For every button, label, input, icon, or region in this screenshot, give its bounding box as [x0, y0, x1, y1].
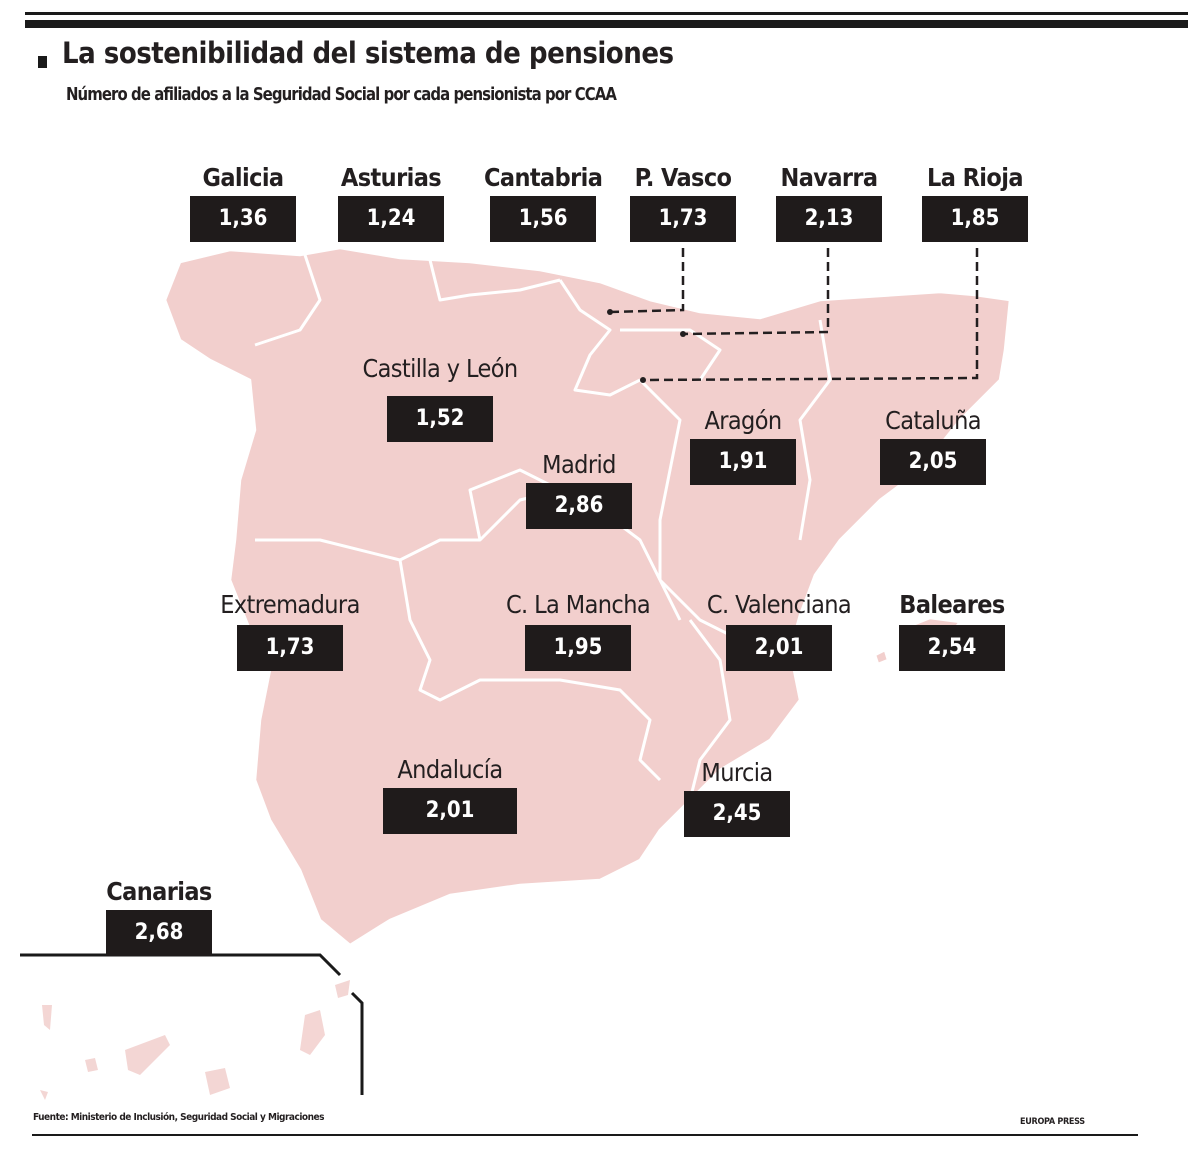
region-name: Aragón: [704, 406, 782, 435]
region-value: 1,36: [190, 196, 296, 242]
region-value: 1,85: [922, 196, 1028, 242]
region-value: 1,52: [387, 396, 493, 442]
region-name: Baleares: [899, 590, 1005, 619]
region-value: 2,86: [526, 483, 632, 529]
canarias-inset-frame: [20, 953, 342, 977]
region-madrid: Madrid 2,86: [526, 450, 632, 529]
region-castilla-leon: Castilla y León 1,52: [340, 354, 540, 442]
region-value: 1,73: [237, 625, 343, 671]
region-value: 2,01: [726, 625, 832, 671]
region-value: 2,05: [880, 439, 986, 485]
region-comunidad-valenciana: C. Valenciana 2,01: [690, 590, 868, 671]
region-cataluna: Cataluña 2,05: [880, 406, 986, 485]
leader-navarra: [682, 248, 830, 336]
region-andalucia: Andalucía 2,01: [380, 755, 520, 834]
region-name: C. La Mancha: [505, 590, 651, 619]
chart-subtitle: Número de afiliados a la Seguridad Socia…: [66, 84, 617, 105]
region-name: Galicia: [202, 163, 284, 192]
region-value: 2,45: [684, 791, 790, 837]
region-value: 2,68: [106, 910, 212, 956]
region-name: Cataluña: [885, 406, 981, 435]
region-aragon: Aragón 1,91: [690, 406, 796, 485]
region-extremadura: Extremadura 1,73: [200, 590, 380, 671]
region-value: 1,24: [338, 196, 444, 242]
footer-rule: [32, 1134, 1138, 1136]
region-name: Canarias: [106, 877, 212, 906]
region-asturias: Asturias 1,24: [338, 163, 444, 242]
region-navarra: Navarra 2,13: [776, 163, 882, 242]
region-name: Navarra: [780, 163, 879, 192]
region-value: 2,01: [383, 788, 517, 834]
canarias-islands: [40, 980, 350, 1100]
source-note: Fuente: Ministerio de Inclusión, Segurid…: [33, 1112, 324, 1123]
region-canarias: Canarias 2,68: [106, 877, 212, 956]
region-name: Extremadura: [220, 590, 360, 619]
region-value: 1,73: [630, 196, 736, 242]
region-name: Asturias: [340, 163, 442, 192]
leader-pvasco: [609, 248, 685, 314]
region-name: Castilla y León: [362, 354, 518, 383]
region-name: P. Vasco: [634, 163, 732, 192]
region-value: 2,13: [776, 196, 882, 242]
region-name: Murcia: [701, 758, 773, 787]
region-cantabria: Cantabria 1,56: [484, 163, 603, 242]
region-name: C. Valenciana: [706, 590, 852, 619]
region-name: Cantabria: [484, 163, 603, 192]
region-value: 1,91: [690, 439, 796, 485]
leader-larioja: [642, 248, 979, 382]
credit-note: EUROPA PRESS: [1020, 1117, 1085, 1127]
peninsula-shape: [163, 246, 1012, 947]
top-rule-thick: [25, 20, 1188, 28]
region-galicia: Galicia 1,36: [190, 163, 296, 242]
region-value: 1,95: [525, 625, 631, 671]
region-name: Andalucía: [397, 755, 503, 784]
region-value: 1,56: [490, 196, 597, 242]
region-name: La Rioja: [927, 163, 1023, 192]
region-castilla-la-mancha: C. La Mancha 1,95: [488, 590, 668, 671]
top-rule-thin: [25, 12, 1188, 15]
region-pais-vasco: P. Vasco 1,73: [630, 163, 736, 242]
region-murcia: Murcia 2,45: [682, 758, 792, 837]
region-la-rioja: La Rioja 1,85: [922, 163, 1028, 242]
region-name: Madrid: [542, 450, 616, 479]
region-baleares: Baleares 2,54: [892, 590, 1012, 671]
region-value: 2,54: [899, 625, 1005, 671]
chart-title: La sostenibilidad del sistema de pension…: [62, 36, 674, 70]
title-bullet-icon: [38, 56, 47, 68]
